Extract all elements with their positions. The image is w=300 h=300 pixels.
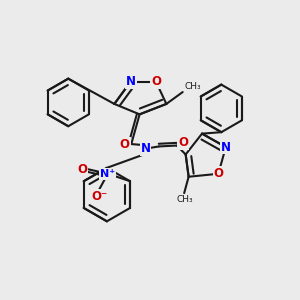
Text: O: O	[120, 138, 130, 151]
Text: N: N	[140, 142, 151, 155]
Text: O: O	[178, 136, 188, 149]
Text: O: O	[151, 75, 161, 88]
Text: O: O	[77, 163, 87, 176]
Text: N: N	[221, 140, 231, 154]
Text: CH₃: CH₃	[184, 82, 201, 91]
Text: CH₃: CH₃	[176, 195, 193, 204]
Text: N: N	[126, 75, 136, 88]
Text: O: O	[213, 167, 224, 180]
Text: N⁺: N⁺	[100, 169, 115, 179]
Text: O⁻: O⁻	[91, 190, 108, 203]
